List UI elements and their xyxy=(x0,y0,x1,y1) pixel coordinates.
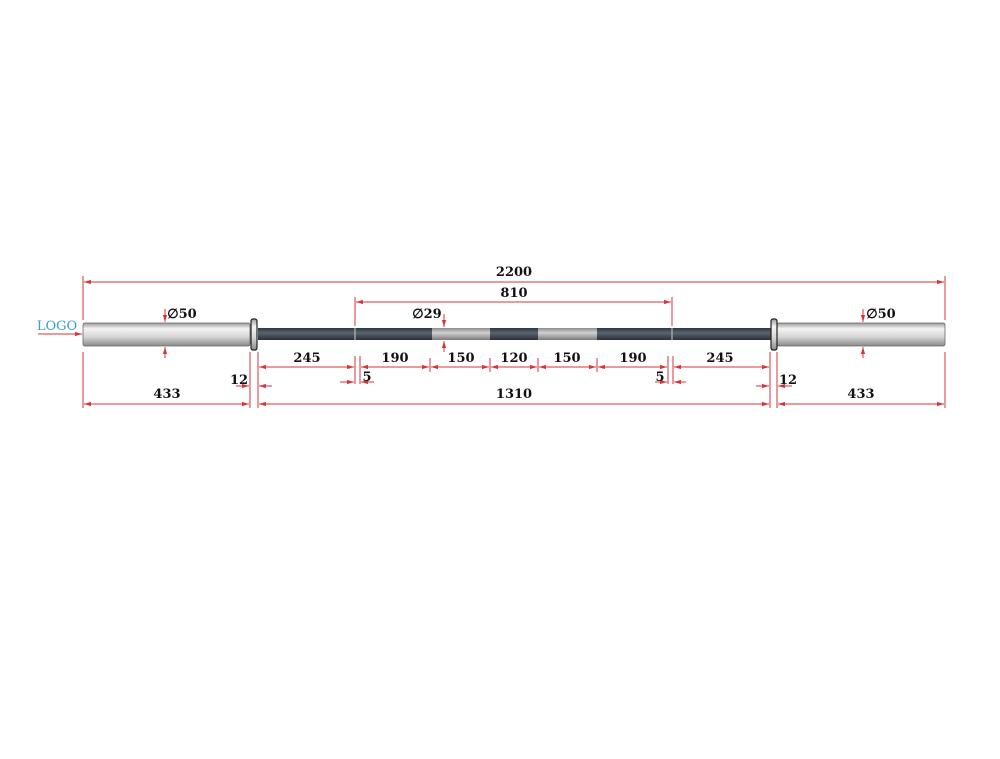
dim-shaft-diameter: ∅29 xyxy=(412,307,441,322)
dim-collar-left: 12 xyxy=(230,373,248,388)
extension-lines xyxy=(82,276,946,408)
shaft xyxy=(258,328,772,340)
dim-overall-length: 2200 xyxy=(496,265,532,280)
dim-knurl-left: 245 xyxy=(293,351,320,366)
smooth-section-left xyxy=(432,328,490,340)
barbell xyxy=(82,318,946,351)
dim-sleeve-diameter-left: ∅50 xyxy=(167,307,196,322)
dim-mark-width-left: 5 xyxy=(362,370,371,385)
smooth-section-right xyxy=(538,328,597,340)
dim-knurl-left-inner: 190 xyxy=(381,351,408,366)
dim-collar-right: 12 xyxy=(779,373,797,388)
dim-sleeve-left: 433 xyxy=(153,387,180,402)
dim-knurl-right-inner: 190 xyxy=(619,351,646,366)
dim-sleeve-diameter-right: ∅50 xyxy=(866,307,895,322)
right-sleeve xyxy=(776,322,946,347)
dimension-labels: 2200 810 ∅50 ∅50 ∅29 245 190 150 120 150… xyxy=(153,265,895,402)
left-sleeve xyxy=(82,322,251,347)
dim-smooth-left: 150 xyxy=(447,351,474,366)
left-collar xyxy=(250,318,258,351)
dim-smooth-right: 150 xyxy=(553,351,580,366)
dim-shaft-length: 1310 xyxy=(496,387,532,402)
dim-knurl-mark-span: 810 xyxy=(500,286,527,301)
right-collar xyxy=(770,318,778,351)
dimension-lines xyxy=(84,279,944,407)
dim-mark-width-right: 5 xyxy=(655,370,664,385)
logo-label: LOGO xyxy=(37,319,77,334)
dim-center-knurl: 120 xyxy=(500,351,527,366)
dim-knurl-right: 245 xyxy=(706,351,733,366)
dim-sleeve-right: 433 xyxy=(847,387,874,402)
